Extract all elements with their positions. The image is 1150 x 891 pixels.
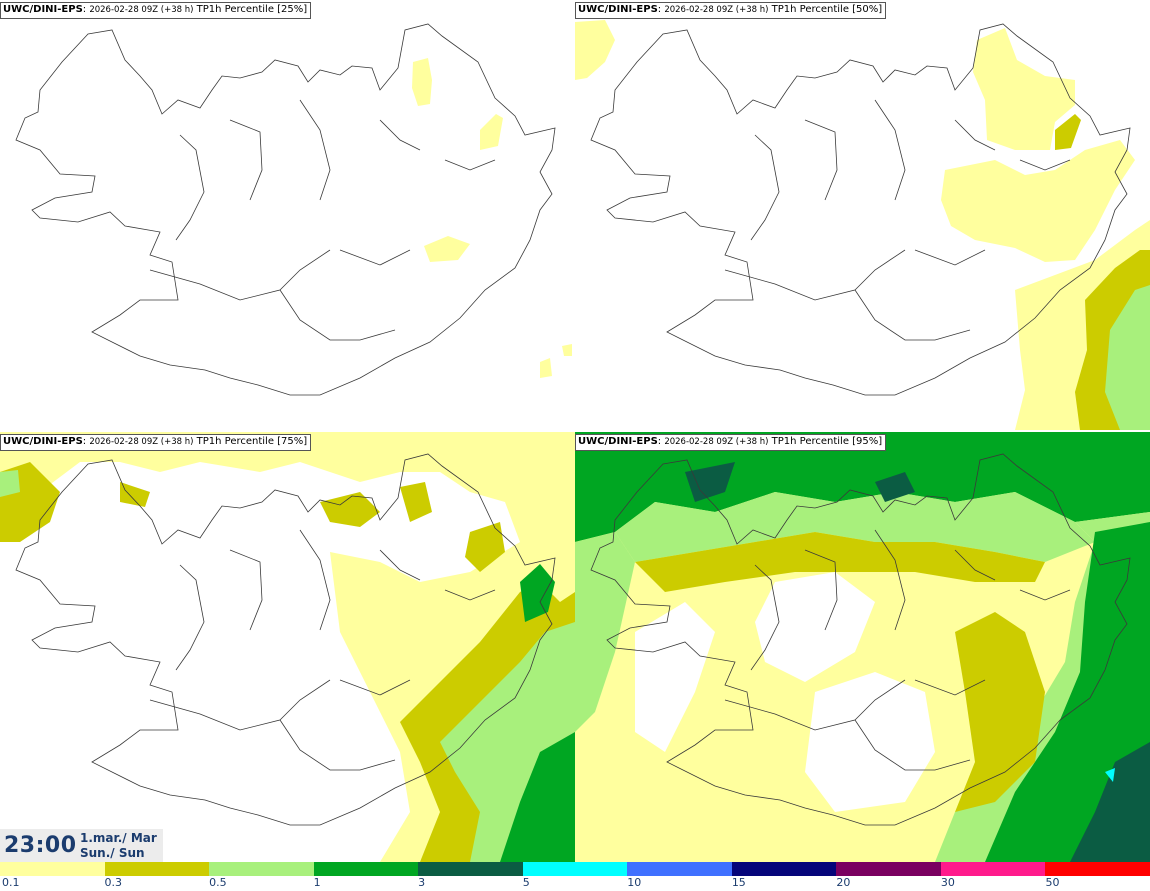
valid-date-line1: 1.mar./ Mar	[80, 831, 157, 845]
colorbar-tick-label: 0.3	[104, 876, 123, 889]
colorbar-segment	[522, 862, 628, 876]
colorbar-tick-label: 3	[418, 876, 426, 889]
map-panel-p95: UWC/DINI-EPS: 2026-02-28 09Z (+38 h) TP1…	[575, 432, 1150, 862]
map-panel-p50: UWC/DINI-EPS: 2026-02-28 09Z (+38 h) TP1…	[575, 0, 1150, 430]
precip-map-p75	[0, 432, 575, 862]
iceland-coastline	[15, 23, 556, 396]
run-time: 2026-02-28 09Z (+38 h)	[664, 5, 769, 15]
colorbar-tick-label: 20	[836, 876, 851, 889]
map-panel-p25: UWC/DINI-EPS: 2026-02-28 09Z (+38 h) TP1…	[0, 0, 575, 430]
valid-time-box: 23:00 1.mar./ Mar Sun./ Sun	[0, 829, 163, 862]
precip-field	[575, 20, 1150, 430]
colorbar-segment	[627, 862, 733, 876]
precip-field	[0, 432, 575, 862]
colorbar-ticks: 0.1 0.3 0.5 1 3 5 10 15 20 30 50	[0, 876, 1150, 891]
precip-field	[412, 58, 572, 378]
colorbar-segment	[731, 862, 837, 876]
model-name: UWC/DINI-EPS	[3, 4, 83, 15]
colorbar-tick-label: 30	[940, 876, 955, 889]
model-name: UWC/DINI-EPS	[578, 4, 658, 15]
colorbar-segment	[209, 862, 315, 876]
colorbar-tick-label: 0.1	[2, 876, 20, 889]
run-time: 2026-02-28 09Z (+38 h)	[89, 437, 194, 447]
colorbar-segment	[418, 862, 524, 876]
colorbar-tick-label: 50	[1045, 876, 1060, 889]
precip-map-p50	[575, 20, 1150, 430]
field-name: TP1h Percentile [25%]	[196, 4, 308, 15]
panel-title: UWC/DINI-EPS: 2026-02-28 09Z (+38 h) TP1…	[0, 434, 312, 451]
run-time: 2026-02-28 09Z (+38 h)	[89, 5, 194, 15]
iceland-coastline	[15, 453, 556, 826]
colorbar-segment	[836, 862, 942, 876]
colorbar	[0, 862, 1150, 876]
colorbar-tick-label: 10	[627, 876, 642, 889]
iceland-coastline	[590, 23, 1131, 396]
panel-title: UWC/DINI-EPS: 2026-02-28 09Z (+38 h) TP1…	[575, 434, 887, 451]
precip-field	[575, 432, 1150, 862]
colorbar-segment	[0, 862, 106, 876]
model-name: UWC/DINI-EPS	[578, 436, 658, 447]
model-name: UWC/DINI-EPS	[3, 436, 83, 447]
colorbar-segment	[313, 862, 419, 876]
colorbar-tick-label: 0.5	[209, 876, 227, 889]
field-name: TP1h Percentile [50%]	[771, 4, 883, 15]
panel-title: UWC/DINI-EPS: 2026-02-28 09Z (+38 h) TP1…	[0, 2, 312, 19]
iceland-coastline	[590, 453, 1131, 826]
colorbar-segment	[1045, 862, 1150, 876]
colorbar-tick-label: 15	[731, 876, 746, 889]
field-name: TP1h Percentile [75%]	[196, 436, 308, 447]
map-panel-p75: UWC/DINI-EPS: 2026-02-28 09Z (+38 h) TP1…	[0, 432, 575, 862]
colorbar-segment	[104, 862, 210, 876]
panel-title: UWC/DINI-EPS: 2026-02-28 09Z (+38 h) TP1…	[575, 2, 887, 19]
valid-date-line2: Sun./ Sun	[80, 846, 145, 860]
run-time: 2026-02-28 09Z (+38 h)	[664, 437, 769, 447]
colorbar-segment	[940, 862, 1046, 876]
precip-map-p95	[575, 432, 1150, 862]
colorbar-tick-label: 1	[313, 876, 321, 889]
colorbar-tick-label: 5	[522, 876, 530, 889]
precip-map-p25	[15, 23, 572, 396]
valid-time-clock: 23:00	[4, 833, 77, 858]
field-name: TP1h Percentile [95%]	[771, 436, 883, 447]
